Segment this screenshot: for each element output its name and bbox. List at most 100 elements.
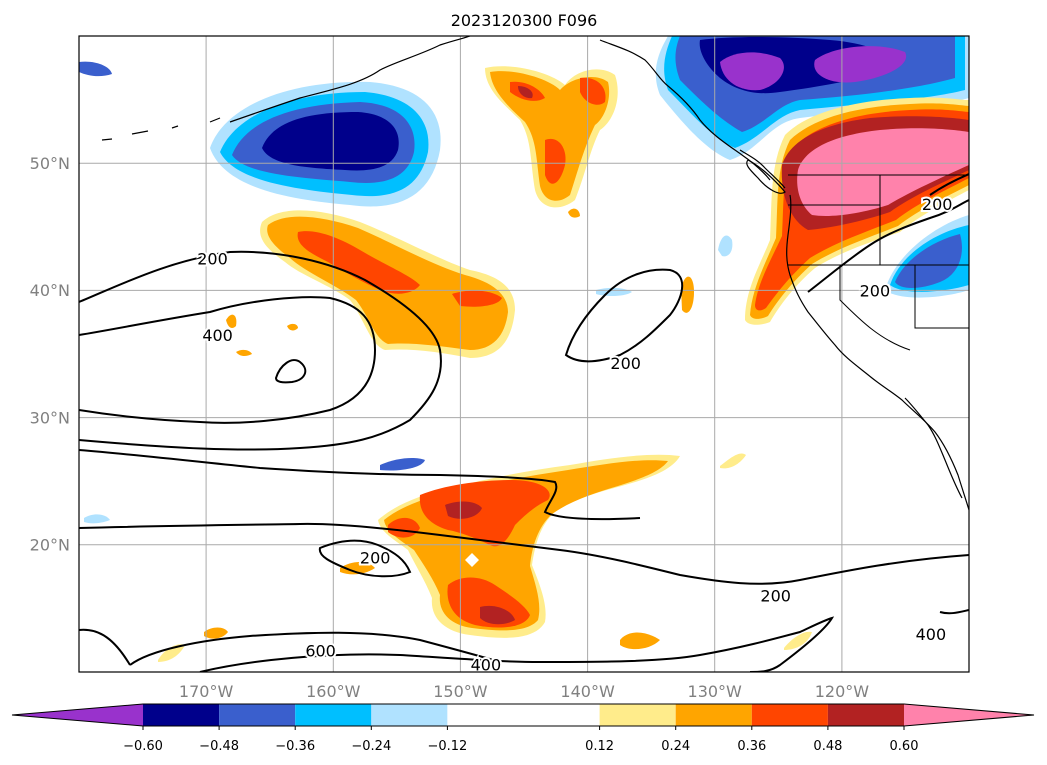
bc-coast — [739, 149, 786, 189]
colorbar-segment — [295, 704, 372, 726]
colorbar-segment — [447, 704, 600, 726]
state-lines — [788, 175, 969, 351]
anomaly-pos-level2 — [287, 323, 298, 331]
colorbar-tick-label: −0.48 — [199, 739, 239, 754]
contour-label: 400 — [202, 326, 233, 345]
contour-200-arrow — [929, 173, 969, 196]
contour-400-east — [939, 609, 969, 615]
colorbar-segment — [675, 704, 752, 726]
colorbar-segment — [371, 704, 448, 726]
map-panel: 200 400 200 200 200 200 200 600 400 400 170°W 160… — [30, 35, 970, 701]
anomaly-neg-level2 — [380, 457, 425, 471]
anomaly-pos-level4 — [480, 605, 515, 625]
lat-tick-50n: 50°N — [30, 154, 70, 173]
height-contours — [79, 173, 969, 672]
contour-400-closed — [274, 359, 307, 384]
colorbar-tick-label: 0.36 — [737, 739, 766, 754]
colorbar-tick-label: −0.12 — [427, 739, 467, 754]
anomaly-pos-level3 — [545, 138, 566, 184]
anomaly-interior-blank — [465, 553, 479, 567]
colorbar-segment — [827, 704, 904, 726]
contour-label: 200 — [360, 549, 391, 568]
filled-contours — [79, 36, 969, 662]
anomaly-neg-level2 — [79, 61, 112, 77]
anomaly-pos-level2 — [568, 208, 580, 218]
alaska-panhandle-coast — [599, 39, 771, 181]
anomaly-pos-level3 — [580, 77, 606, 105]
anomaly-neg-level4 — [262, 112, 399, 171]
anomaly-neg-level1 — [84, 514, 110, 524]
contour-200-south-upper — [79, 449, 641, 521]
anomaly-pos-level3 — [419, 480, 550, 547]
contour-label: 200 — [760, 587, 791, 606]
lon-tick-120w: 120°W — [815, 682, 870, 701]
anomaly-pos-level2 — [620, 632, 660, 650]
colorbar-segment — [219, 704, 296, 726]
anomaly-pos-level3 — [297, 231, 420, 294]
alaska-coast — [229, 36, 471, 123]
contour-200-dip — [318, 539, 412, 578]
anomaly-pos-level4 — [518, 86, 533, 99]
anomaly-neg-level1 — [718, 235, 733, 257]
contour-200-east — [807, 199, 969, 293]
anomaly-pos-level2 — [236, 349, 252, 357]
colorbar-tick-label: −0.60 — [123, 739, 163, 754]
anomaly-pos-level2 — [226, 314, 237, 328]
anomaly-neg-level3 — [895, 234, 962, 288]
lat-tick-30n: 30°N — [30, 408, 70, 427]
contour-label: 600 — [305, 641, 336, 660]
contour-400 — [79, 296, 377, 424]
contour-200 — [79, 250, 442, 451]
anomaly-pos-level2 — [340, 562, 375, 575]
contour-label: 200 — [922, 195, 953, 214]
colorbar-tick-label: −0.24 — [351, 739, 391, 754]
anomaly-pos-level1 — [158, 644, 185, 662]
colorbar-segment — [751, 704, 828, 726]
baja-california — [904, 397, 963, 499]
lon-tick-170w: 170°W — [179, 682, 234, 701]
lon-tick-150w: 150°W — [433, 682, 488, 701]
colorbar-tick-label: 0.48 — [813, 739, 842, 754]
contour-label: 400 — [916, 625, 947, 644]
anomaly-pos-level4 — [445, 501, 482, 519]
contour-label: 400 — [471, 655, 502, 674]
colorbar-extend-high — [904, 704, 1034, 726]
anomaly-pos-level3 — [452, 290, 502, 307]
colorbar-tick-label: −0.36 — [275, 739, 315, 754]
lat-tick-labels: 20°N 30°N 40°N 50°N — [30, 154, 70, 555]
colorbar-segment — [143, 704, 220, 726]
colorbar-tick-label: 0.60 — [890, 739, 919, 754]
contour-labels: 200 400 200 200 200 200 200 600 400 400 — [195, 193, 954, 677]
lon-tick-130w: 130°W — [688, 682, 743, 701]
anomaly-pos-level2 — [681, 276, 694, 313]
anomaly-neg-level5 — [720, 52, 784, 91]
figure-title: 2023120300 F096 — [451, 11, 598, 30]
colorbar-tick-label: 0.24 — [661, 739, 690, 754]
contour-600 — [79, 628, 501, 666]
contour-label: 200 — [610, 354, 641, 373]
contour-400-south — [199, 616, 835, 672]
map-frame — [78, 35, 970, 673]
contour-200-closed — [564, 268, 684, 363]
colorbar-extend-low — [12, 704, 143, 726]
anomaly-pos-level2 — [204, 627, 228, 639]
aleutian-islands — [101, 117, 221, 141]
lat-tick-40n: 40°N — [30, 281, 70, 300]
coastlines — [101, 36, 969, 511]
colorbar-tick-label: 0.12 — [585, 739, 614, 754]
lon-tick-140w: 140°W — [560, 682, 615, 701]
anomaly-pos-level5 — [797, 128, 969, 216]
lat-tick-20n: 20°N — [30, 536, 70, 555]
us-west-coast — [786, 194, 969, 511]
anomaly-pos-level1 — [784, 631, 812, 650]
contour-label: 200 — [860, 281, 891, 300]
vancouver-island — [746, 159, 786, 194]
borders — [788, 174, 969, 351]
contour-label: 200 — [197, 250, 228, 269]
anomaly-neg-level5 — [814, 46, 907, 83]
anomaly-pos-level1 — [720, 453, 746, 469]
colorbar: −0.60 −0.48 −0.36 −0.24 −0.12 0.12 0.24 0.36 0.4… — [11, 703, 1035, 754]
lon-tick-labels: 170°W 160°W 150°W 140°W 130°W 120°W — [179, 682, 869, 701]
anomaly-pos-level2 — [490, 71, 610, 201]
